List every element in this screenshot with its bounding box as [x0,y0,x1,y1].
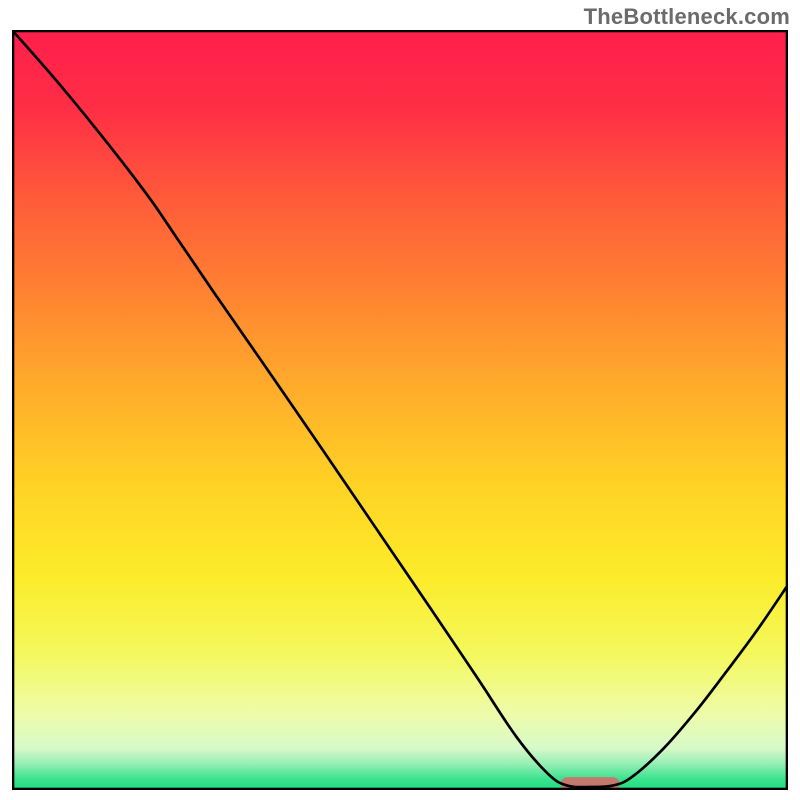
plot-svg [12,30,788,790]
chart-container: TheBottleneck.com [0,0,800,800]
gradient-background [12,30,788,790]
plot-area [12,30,788,790]
watermark-text: TheBottleneck.com [584,4,790,30]
